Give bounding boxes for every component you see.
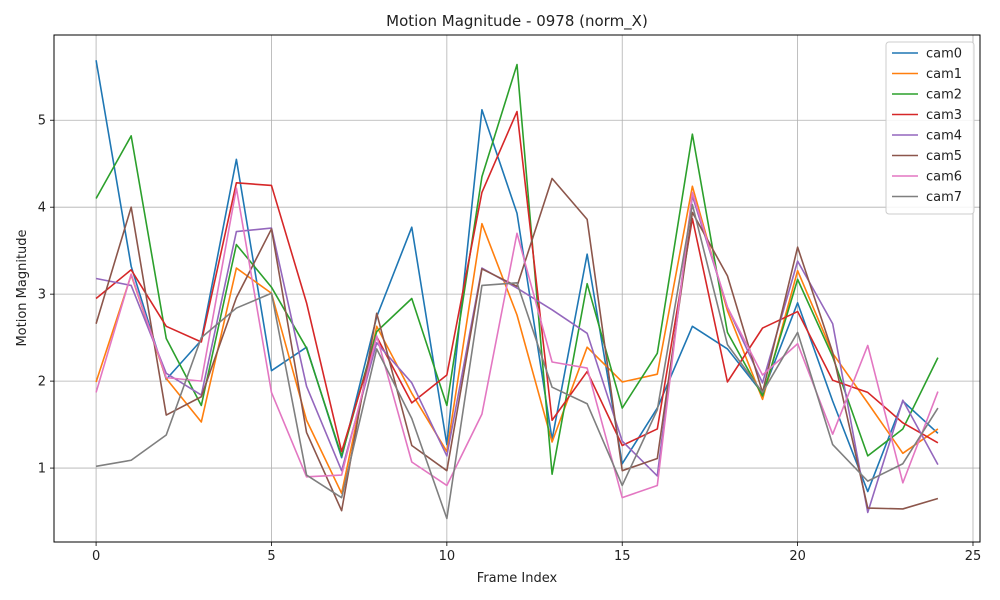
legend-label-cam1: cam1 [926,67,962,82]
legend-label-cam4: cam4 [926,129,962,144]
legend-label-cam5: cam5 [926,149,962,164]
legend-label-cam7: cam7 [926,190,962,205]
chart-title: Motion Magnitude - 0978 (norm_X) [386,12,648,31]
series-line-cam6 [95,187,939,499]
y-tick-label: 3 [38,288,46,303]
x-tick-label: 10 [439,549,456,564]
grid [54,35,980,542]
series-line-cam2 [95,63,939,475]
plot-frame [53,34,981,543]
series-lines [95,60,939,520]
legend-label-cam6: cam6 [926,170,962,185]
series-line-cam5 [95,177,939,512]
x-tick-label: 0 [92,549,100,564]
legend-label-cam3: cam3 [926,108,962,123]
series-line-cam1 [95,185,939,495]
series-line-cam7 [95,203,939,520]
y-tick-label: 1 [38,462,46,477]
series-line-cam0 [95,60,939,493]
y-tick-label: 5 [38,114,46,129]
legend-label-cam0: cam0 [926,47,962,62]
x-tick-label: 5 [267,549,275,564]
axis-ticks: 0 5 10 15 20 25 1 2 3 4 5 [38,114,982,564]
x-tick-label: 25 [965,549,982,564]
y-tick-label: 2 [38,375,46,390]
x-tick-label: 20 [789,549,806,564]
legend-box [885,41,975,215]
x-tick-label: 15 [614,549,631,564]
legend: cam0 cam1 cam2 cam3 cam4 cam5 cam6 cam7 [885,41,975,215]
y-axis-title: Motion Magnitude [15,229,30,346]
series-line-cam3 [95,110,939,453]
y-tick-label: 4 [38,201,46,216]
legend-label-cam2: cam2 [926,88,962,103]
series-line-cam4 [95,195,939,514]
x-axis-title: Frame Index [477,571,558,586]
